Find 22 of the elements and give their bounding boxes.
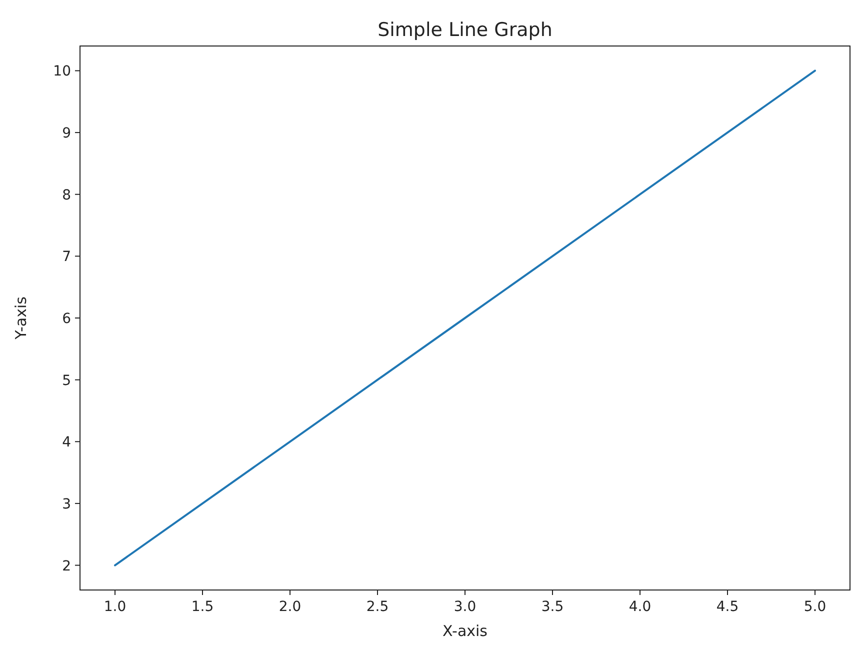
y-tick-label: 2	[62, 558, 71, 574]
y-axis-title: Y-axis	[12, 296, 30, 340]
y-tick-label: 6	[62, 311, 72, 327]
y-tick-label: 5	[62, 372, 71, 389]
y-tick-label: 8	[62, 187, 71, 204]
y-tick-label: 9	[62, 126, 71, 142]
line-series	[114, 70, 816, 566]
y-tick-label: 7	[62, 249, 71, 266]
x-tick-label: 1.0	[104, 599, 126, 615]
y-tick-label: 10	[53, 64, 71, 80]
x-tick-label: 3.0	[454, 599, 476, 615]
x-tick-label: 5.0	[804, 599, 826, 615]
x-tick-label: 3.5	[541, 599, 564, 615]
x-tick-label: 2.0	[278, 599, 302, 615]
x-tick-label: 2.5	[366, 599, 389, 615]
y-tick-label: 3	[62, 496, 71, 512]
x-tick-label: 4.0	[628, 599, 652, 615]
x-tick-label: 1.5	[191, 599, 214, 615]
chart-title: Simple Line Graph	[378, 19, 552, 41]
x-axis-title: X-axis	[442, 622, 488, 640]
x-tick-label: 4.5	[716, 599, 739, 615]
y-tick-label: 4	[62, 434, 72, 451]
